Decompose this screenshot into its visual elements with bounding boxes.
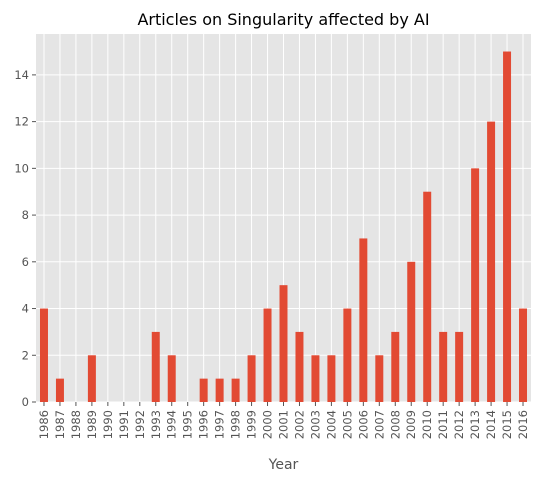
y-tick-label: 4 xyxy=(22,302,29,316)
bar-2000 xyxy=(264,309,272,402)
x-tick-label: 1986 xyxy=(37,410,51,439)
bar-1997 xyxy=(216,379,224,402)
x-tick-label: 1992 xyxy=(133,410,147,439)
x-tick-label: 2015 xyxy=(500,410,514,439)
bar-2016 xyxy=(519,309,527,402)
x-tick-label: 1994 xyxy=(165,410,179,439)
x-tick-label: 2004 xyxy=(324,410,338,439)
x-tick-label: 2001 xyxy=(277,410,291,439)
y-tick-label: 0 xyxy=(22,395,29,409)
bar-2009 xyxy=(407,262,415,402)
x-tick-label: 1996 xyxy=(197,410,211,439)
bar-2011 xyxy=(439,332,447,402)
bar-2005 xyxy=(343,309,351,402)
x-tick-label: 1989 xyxy=(85,410,99,439)
x-tick-label: 2006 xyxy=(356,410,370,439)
x-tick-label: 1997 xyxy=(213,410,227,439)
bar-2001 xyxy=(280,285,288,402)
y-tick-label: 12 xyxy=(14,115,29,129)
bar-1999 xyxy=(248,355,256,402)
x-tick-label: 2010 xyxy=(420,410,434,439)
bar-2004 xyxy=(327,355,335,402)
y-tick-label: 6 xyxy=(22,255,29,269)
bar-2003 xyxy=(311,355,319,402)
x-tick-label: 2013 xyxy=(468,410,482,439)
bar-2012 xyxy=(455,332,463,402)
bar-1986 xyxy=(40,309,48,402)
x-tick-label: 2007 xyxy=(372,410,386,439)
bar-2013 xyxy=(471,168,479,402)
bar-2006 xyxy=(359,238,367,402)
y-tick-label: 8 xyxy=(22,208,29,222)
bar-2002 xyxy=(295,332,303,402)
bar-2010 xyxy=(423,192,431,402)
y-tick-label: 10 xyxy=(14,161,29,175)
x-tick-label: 2016 xyxy=(516,410,530,439)
x-tick-label: 1999 xyxy=(245,410,259,439)
bar-1993 xyxy=(152,332,160,402)
y-tick-label: 14 xyxy=(14,68,29,82)
x-tick-label: 1991 xyxy=(117,410,131,439)
bar-1989 xyxy=(88,355,96,402)
x-axis-label: Year xyxy=(268,457,299,473)
x-tick-label: 1998 xyxy=(229,410,243,439)
chart-title: Articles on Singularity affected by AI xyxy=(137,10,429,29)
bar-1996 xyxy=(200,379,208,402)
x-tick-label: 2002 xyxy=(292,410,306,439)
x-tick-label: 2012 xyxy=(452,410,466,439)
bar-1998 xyxy=(232,379,240,402)
x-tick-label: 1988 xyxy=(69,410,83,439)
x-tick-label: 1990 xyxy=(101,410,115,439)
bar-2007 xyxy=(375,355,383,402)
x-tick-label: 2008 xyxy=(388,410,402,439)
x-tick-label: 1987 xyxy=(53,410,67,439)
bar-1994 xyxy=(168,355,176,402)
bar-1987 xyxy=(56,379,64,402)
x-tick-label: 2014 xyxy=(484,410,498,439)
x-tick-label: 2005 xyxy=(340,410,354,439)
x-tick-label: 2009 xyxy=(404,410,418,439)
bar-2008 xyxy=(391,332,399,402)
y-tick-label: 2 xyxy=(22,348,29,362)
x-tick-label: 2003 xyxy=(308,410,322,439)
x-tick-label: 2011 xyxy=(436,410,450,439)
x-tick-label: 2000 xyxy=(261,410,275,439)
x-tick-label: 1995 xyxy=(181,410,195,439)
x-axis-ticks: 1986 1987 1988 1989 1990 1991 1992 1993 1994 1995… xyxy=(37,402,530,439)
bar-2014 xyxy=(487,122,495,402)
x-tick-label: 1993 xyxy=(149,410,163,439)
y-axis-ticks: 0 2 4 6 8 10 12 14 xyxy=(14,68,36,409)
bar-2015 xyxy=(503,52,511,402)
